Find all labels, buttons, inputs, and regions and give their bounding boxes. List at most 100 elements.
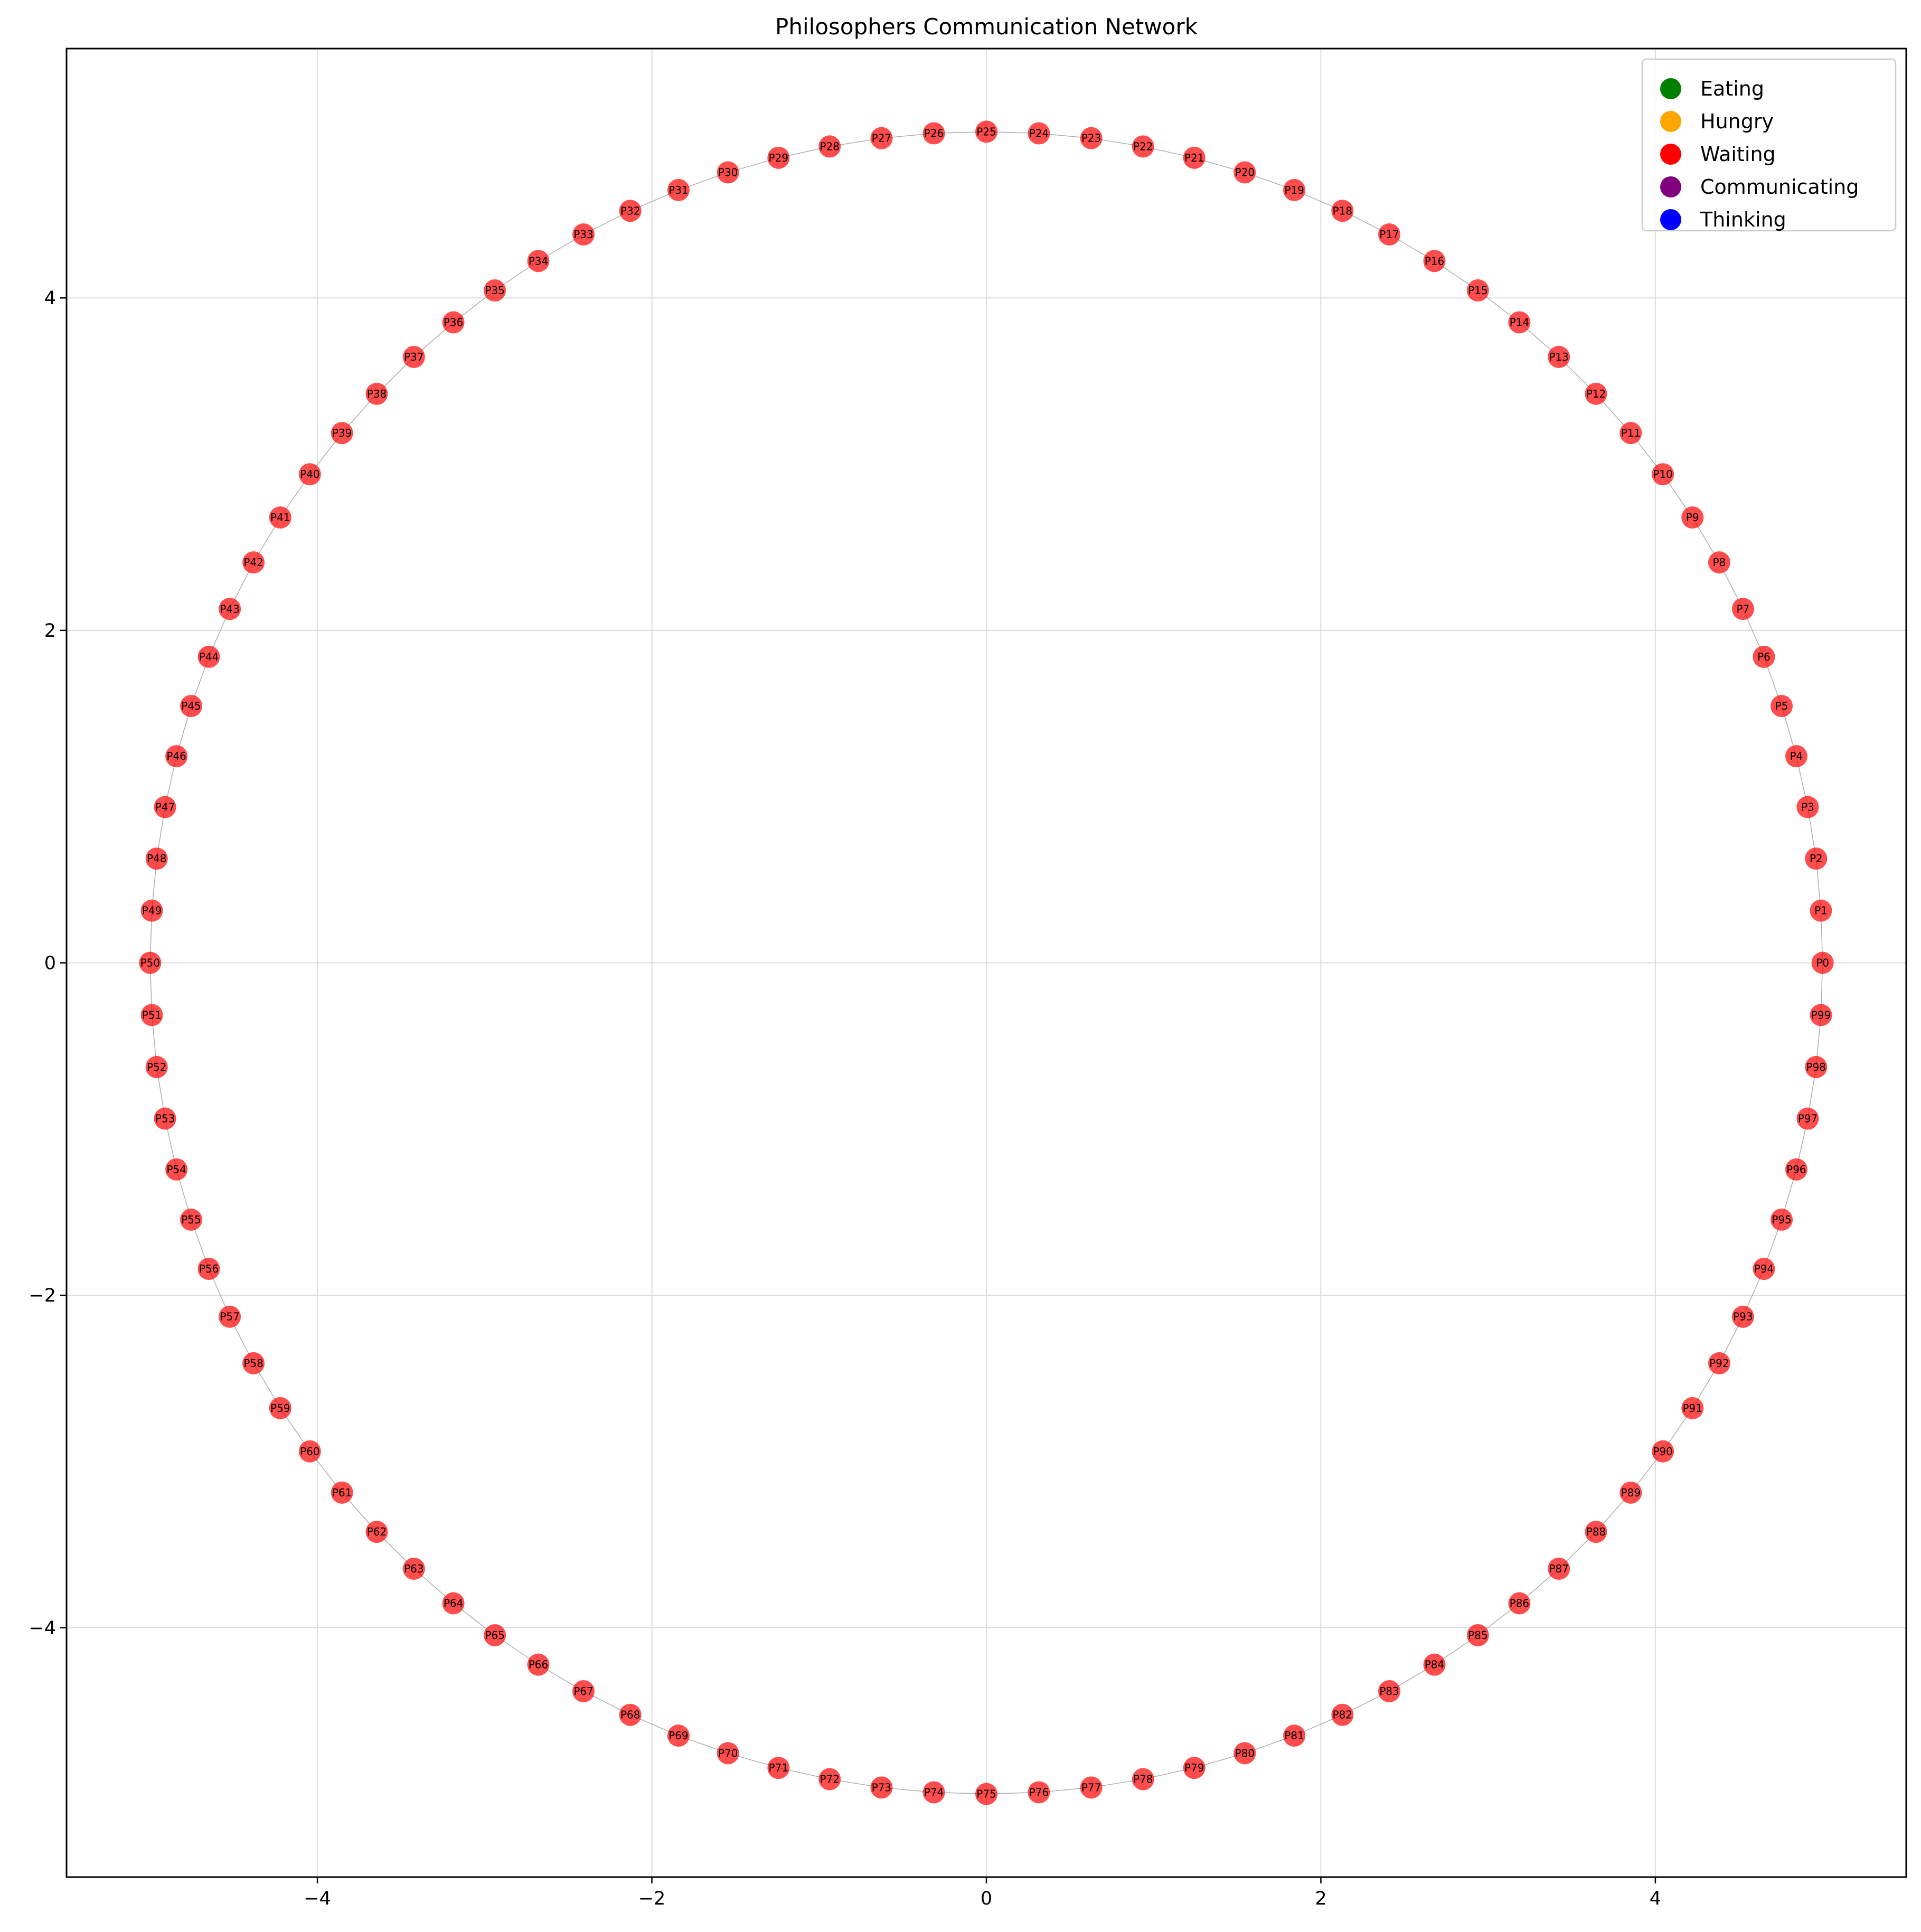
node-marker [1331,1703,1354,1726]
node-marker [139,951,162,974]
legend-marker [1660,209,1681,230]
legend-label: Waiting [1700,143,1776,166]
node-p75: P75 [975,1783,997,1805]
node-p46: P46 [165,745,188,768]
node-p2: P2 [1805,847,1828,870]
grid [67,49,1906,1877]
node-p79: P79 [1183,1757,1206,1779]
legend-label: Communicating [1700,175,1859,199]
node-p16: P16 [1423,250,1446,272]
node-marker [717,1742,739,1765]
node-marker [1233,1742,1256,1765]
node-marker [1283,178,1306,201]
legend-label: Thinking [1700,208,1786,231]
node-label: P1 [1814,904,1828,917]
node-label: P6 [1757,651,1771,663]
node-p69: P69 [667,1724,690,1747]
node-p41: P41 [269,506,291,529]
node-marker [1378,223,1400,246]
node-p96: P96 [1785,1158,1807,1181]
node-marker [331,422,353,445]
node-p89: P89 [1619,1481,1642,1504]
node-label: P36 [444,316,464,329]
node-p22: P22 [1132,135,1154,158]
node-marker [1132,1768,1154,1790]
node-p66: P66 [527,1653,550,1676]
node-p34: P34 [527,250,550,272]
legend-box [1641,58,1897,232]
node-marker [484,1624,506,1646]
node-label: P81 [1284,1729,1304,1742]
node-marker [1785,745,1807,768]
node-marker [165,745,188,768]
node-p55: P55 [180,1208,202,1231]
node-p84: P84 [1423,1653,1446,1676]
node-label: P47 [155,801,175,814]
node-marker [527,250,550,272]
node-label: P86 [1510,1597,1530,1609]
node-p43: P43 [219,598,241,620]
node-marker [331,1481,353,1504]
node-p90: P90 [1652,1440,1674,1463]
node-label: P65 [485,1629,505,1642]
node-marker [219,598,241,620]
node-marker [572,1680,595,1703]
legend-label: Hungry [1700,110,1774,133]
legend-marker [1660,111,1681,132]
node-marker [1771,695,1793,718]
node-marker [1805,1055,1828,1078]
node-label: P76 [1029,1786,1049,1798]
node-label: P94 [1754,1262,1774,1275]
node-label: P22 [1133,140,1153,153]
node-p71: P71 [767,1757,790,1779]
node-marker [1810,1004,1832,1026]
node-p25: P25 [975,120,997,143]
node-marker [484,279,506,302]
node-marker [1796,796,1819,818]
node-p42: P42 [242,551,265,574]
node-label: P15 [1468,284,1488,297]
node-label: P99 [1811,1009,1831,1021]
node-marker [717,161,739,184]
node-label: P89 [1621,1486,1641,1499]
y-tick-label: 0 [44,953,56,974]
node-marker [154,796,176,818]
node-p62: P62 [365,1521,388,1543]
node-p7: P7 [1731,598,1754,620]
node-label: P38 [367,388,387,400]
node-p99: P99 [1810,1004,1832,1026]
node-p5: P5 [1771,695,1793,718]
node-label: P70 [718,1747,738,1759]
node-marker [619,200,642,222]
node-marker [1548,1558,1570,1580]
y-tick-label: 4 [44,288,56,309]
node-label: P41 [270,511,290,524]
node-p39: P39 [331,422,353,445]
node-label: P60 [300,1445,320,1458]
node-label: P44 [199,651,219,663]
node-label: P10 [1653,468,1673,480]
node-label: P40 [300,468,320,480]
node-label: P4 [1790,750,1803,762]
node-label: P24 [1029,127,1049,140]
node-p14: P14 [1508,311,1531,334]
node-p32: P32 [619,200,642,222]
node-label: P92 [1709,1357,1729,1370]
node-label: P21 [1184,152,1204,164]
node-marker [767,1757,790,1779]
node-label: P80 [1235,1747,1255,1759]
node-p13: P13 [1548,345,1570,368]
node-label: P62 [367,1525,387,1538]
node-p37: P37 [402,345,425,368]
node-label: P5 [1775,700,1788,712]
node-label: P26 [924,127,944,140]
node-marker [1233,161,1256,184]
node-p88: P88 [1585,1521,1607,1543]
node-marker [619,1703,642,1726]
node-label: P63 [404,1562,424,1575]
node-p19: P19 [1283,178,1306,201]
node-marker [1681,506,1704,529]
node-p15: P15 [1466,279,1489,302]
node-marker [219,1305,241,1328]
